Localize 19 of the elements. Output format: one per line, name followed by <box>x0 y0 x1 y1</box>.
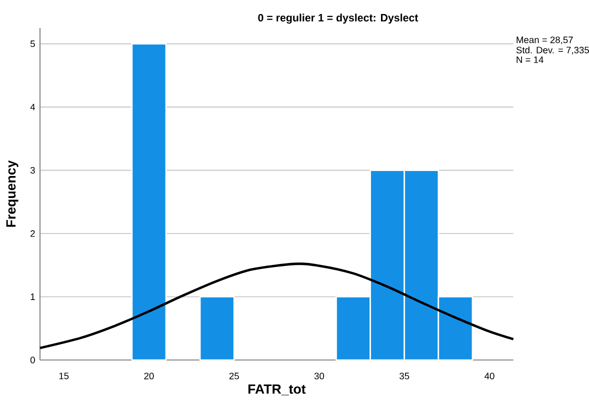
y-axis-title: Frequency <box>6 160 18 227</box>
chart-title: 0 = regulier 1 = dyslect: Dyslect <box>258 14 418 24</box>
x-tick-label: 15 <box>59 372 69 380</box>
y-tick-label: 0 <box>30 356 35 364</box>
y-tick-label: 3 <box>30 166 35 174</box>
text: Mean = 28,57 <box>516 36 573 44</box>
y-tick-label: 5 <box>30 40 35 48</box>
y-tick-label: 4 <box>30 104 36 110</box>
y-tick-label: 1 <box>30 294 35 300</box>
x-tick-label: 20 <box>144 372 154 380</box>
x-tick-label: 35 <box>400 372 410 380</box>
text: Std. Dev. = 7,335 <box>516 46 589 54</box>
y-tick-label: 2 <box>30 230 35 237</box>
text: N = 14 <box>516 56 544 63</box>
x-tick-label: 25 <box>229 372 239 380</box>
x-axis-title: FATR_tot <box>248 384 306 396</box>
x-tick-label: 30 <box>314 372 324 380</box>
line-series <box>38 262 515 350</box>
x-tick-label: 40 <box>484 372 494 380</box>
